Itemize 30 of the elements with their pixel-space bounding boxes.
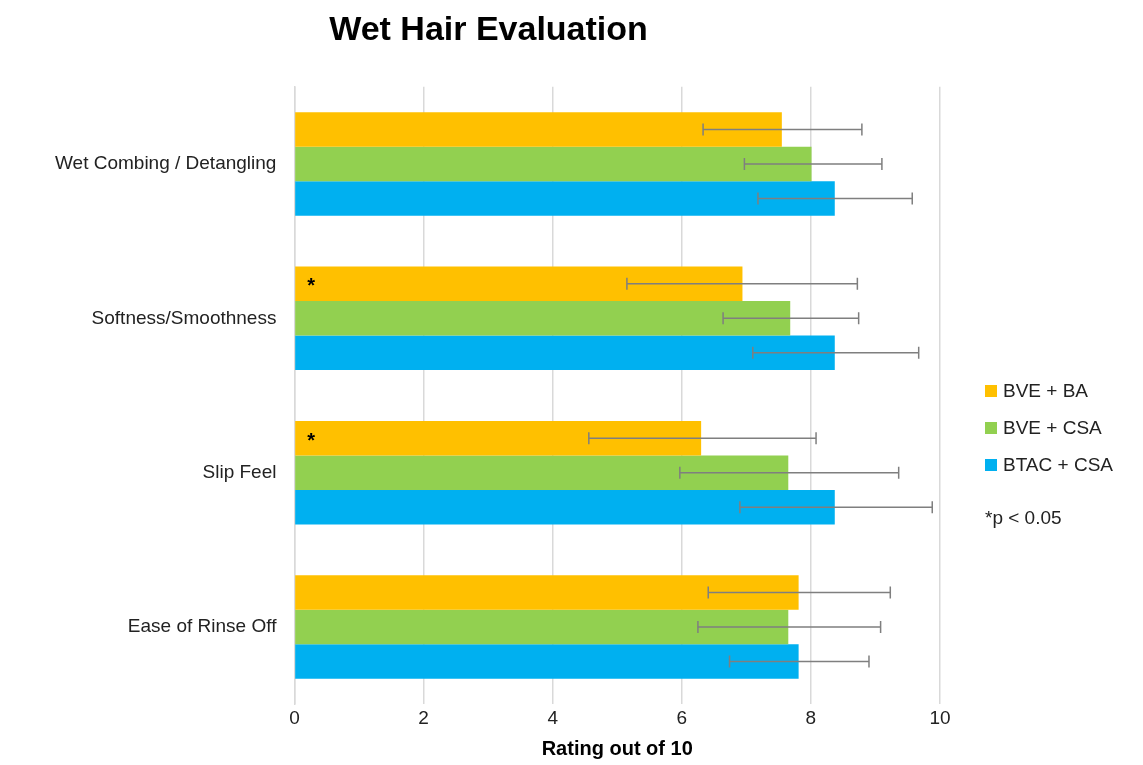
data-label: * [307,428,316,451]
bar [295,609,789,645]
legend-label: BVE + CSA [1003,416,1102,439]
y-tick-label: Wet Combing / Detangling [54,152,277,174]
data-label: * [307,274,316,297]
x-tick-label: 2 [418,706,429,728]
legend-label: BVE + BA [1003,379,1089,402]
bar [295,575,799,610]
y-tick-label: Ease of Rinse Off [127,615,278,637]
bar [295,420,702,456]
bar [295,489,835,525]
y-tick-label: Slip Feel [202,460,277,482]
x-tick-label: 0 [289,706,300,728]
x-tick-label: 4 [547,706,559,728]
x-tick-label: 10 [929,706,951,728]
bar [295,146,812,182]
bar [295,112,782,147]
bar [295,266,743,302]
legend-label: BTAC + CSA [1003,453,1113,476]
chart-title: Wet Hair Evaluation [329,8,648,47]
bar [295,455,789,490]
x-tick-label: 8 [805,706,817,728]
y-tick-label: Softness/Smoothness [91,306,277,328]
x-axis-title: Rating out of 10 [541,736,693,759]
bar [295,644,799,679]
bar [295,301,791,336]
bar [295,335,835,371]
text: *p < 0.05 [985,507,1063,529]
bar [295,181,835,216]
x-tick-label: 6 [676,706,688,728]
